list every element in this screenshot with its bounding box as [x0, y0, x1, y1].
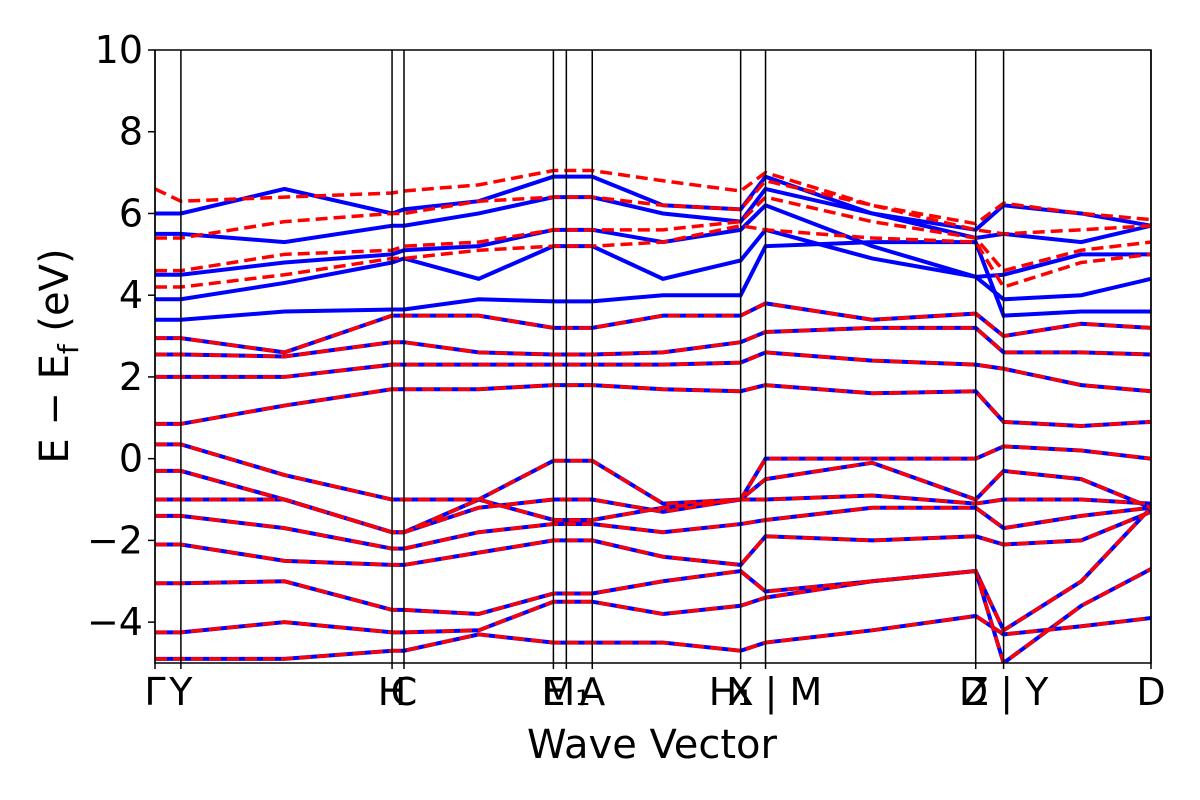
y-tick-label: 4: [119, 273, 143, 317]
x-tick-label: Y: [168, 670, 193, 714]
y-tick-label: 8: [119, 110, 143, 154]
x-axis-label: Wave Vector: [527, 722, 778, 768]
y-axis-label: E − Ef (eV): [32, 248, 85, 463]
y-tick-label: 2: [119, 355, 143, 399]
x-tick-label: H: [378, 670, 407, 714]
plot-frame: [154, 49, 1152, 664]
y-tick-label: 0: [119, 437, 143, 481]
y-tick-label: 6: [119, 191, 143, 235]
x-tick-label: D: [1136, 670, 1165, 714]
x-tick-label: Z: [963, 670, 989, 714]
x-tick-label: C: [391, 670, 418, 714]
y-label-sub: f: [52, 343, 85, 354]
x-tick-label: X: [728, 670, 754, 714]
x-tick-label: D | Y: [959, 670, 1049, 715]
y-tick-label: 10: [95, 28, 143, 72]
y-tick-label: −2: [87, 518, 143, 562]
x-tick-label: M₁: [542, 670, 590, 714]
y-label-unit: (eV): [32, 248, 78, 344]
band-line: [155, 301, 1151, 355]
y-label-main: E − E: [32, 354, 78, 464]
x-tick-label: A: [579, 670, 605, 714]
y-tick-label: −4: [87, 600, 143, 644]
x-tick-label: E: [541, 670, 565, 714]
x-tick-label: H₁ | M: [709, 670, 823, 715]
x-tick-label: Γ: [144, 670, 165, 714]
